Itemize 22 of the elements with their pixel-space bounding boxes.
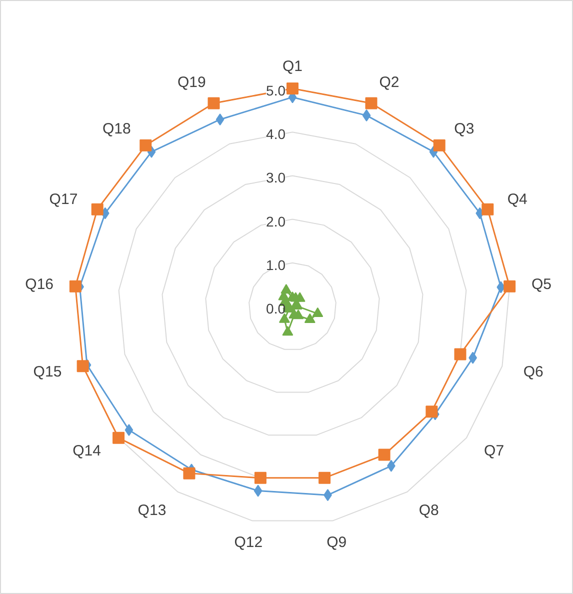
y-tick-label: 1.0 — [266, 256, 286, 273]
spoke-label: Q12 — [234, 534, 263, 551]
spoke-label: Q19 — [177, 74, 206, 92]
spoke-label: Q15 — [33, 364, 62, 381]
spoke-label: Q18 — [102, 120, 131, 138]
spoke-label: Q1 — [282, 58, 303, 75]
spoke-label: Q8 — [418, 502, 439, 520]
y-tick-label: 5.0 — [266, 82, 286, 98]
y-tick-label: 3.0 — [266, 170, 286, 186]
spoke-label: Q14 — [72, 442, 101, 460]
spoke-label: Q2 — [379, 74, 400, 92]
spoke-label: Q16 — [25, 276, 54, 293]
spoke-label: Q13 — [138, 502, 166, 520]
spoke-label: Q4 — [507, 191, 528, 208]
spoke-label: Q3 — [454, 120, 474, 138]
spoke-label: Q9 — [326, 534, 347, 551]
spoke-label: Q6 — [523, 364, 544, 381]
y-tick-label: 2.0 — [266, 213, 286, 230]
spoke-label: Q5 — [531, 276, 552, 293]
y-tick-label: 4.0 — [266, 126, 286, 142]
spoke-label: Q7 — [484, 442, 504, 460]
spoke-label: Q17 — [49, 191, 78, 208]
